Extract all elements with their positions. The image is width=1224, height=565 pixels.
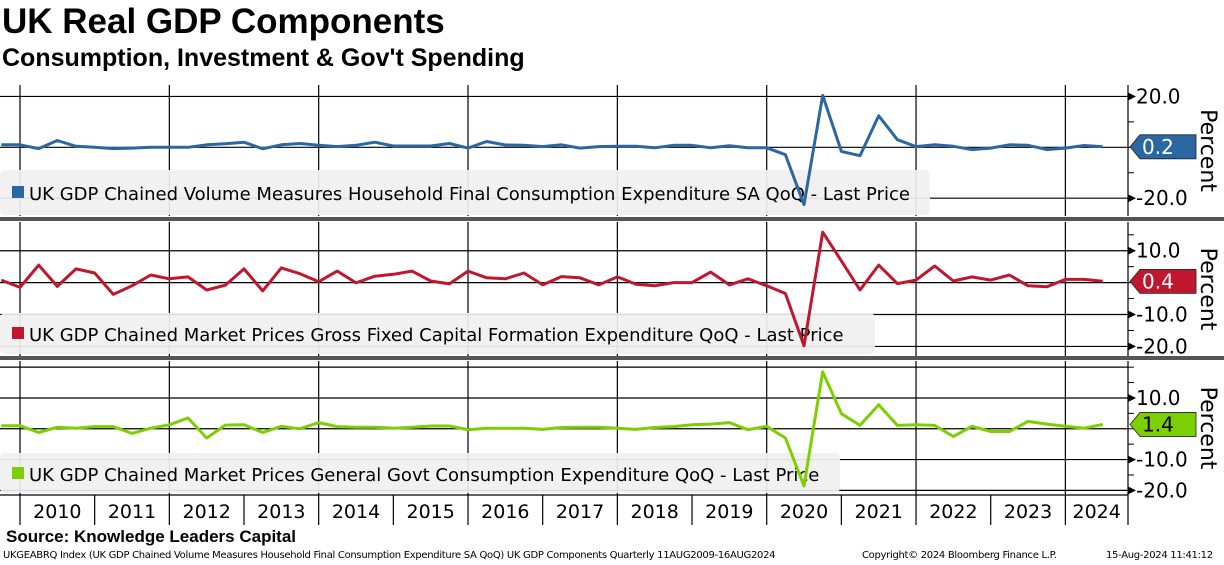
last-value-label: 0.4 bbox=[1142, 269, 1174, 293]
y-tick-label: -10.0 bbox=[1136, 303, 1188, 327]
series-line-2 bbox=[1, 370, 1103, 488]
legend-label: UK GDP Chained Market Prices Gross Fixed… bbox=[29, 325, 844, 346]
x-tick-label: 2011 bbox=[108, 501, 156, 523]
legend-box bbox=[0, 313, 875, 354]
y-axis-title: Percent bbox=[1195, 248, 1220, 331]
y-tick-label: 10.0 bbox=[1136, 386, 1181, 410]
footer-timestamp: 15-Aug-2024 11:41:12 bbox=[1106, 550, 1213, 561]
last-value-tag bbox=[1129, 268, 1197, 294]
tick-arrow-icon bbox=[1128, 455, 1136, 464]
series-line-0 bbox=[1, 93, 1103, 207]
x-tick-label: 2018 bbox=[631, 501, 679, 523]
legend-box bbox=[0, 170, 930, 215]
x-tick-label: 2013 bbox=[257, 501, 305, 523]
chart-title: UK Real GDP Components bbox=[2, 2, 445, 41]
tick-arrow-icon bbox=[1128, 342, 1136, 351]
tick-arrow-icon bbox=[1128, 486, 1136, 495]
legend-label: UK GDP Chained Market Prices General Gov… bbox=[29, 465, 819, 486]
legend-box bbox=[0, 453, 840, 493]
x-tick-label: 2023 bbox=[1004, 501, 1052, 523]
x-tick-label: 2021 bbox=[855, 501, 903, 523]
tick-arrow-icon bbox=[1128, 310, 1136, 319]
panel-separator[interactable] bbox=[0, 356, 1224, 360]
right-axes: 20.0 -20.0 0.2 Percent 10.0 -10.0 -20.0 0.4 Perc… bbox=[1127, 84, 1220, 502]
y-tick-label: -20.0 bbox=[1136, 478, 1188, 502]
y-tick-label: -20.0 bbox=[1136, 334, 1188, 358]
legend-swatch bbox=[12, 467, 24, 479]
last-value-tag bbox=[1129, 412, 1197, 437]
x-tick-label: 2012 bbox=[182, 501, 230, 523]
series-line-1 bbox=[0, 230, 1103, 348]
x-tick-label: 2015 bbox=[407, 501, 455, 523]
last-value-label: 0.2 bbox=[1142, 135, 1174, 159]
source-note: Source: Knowledge Leaders Capital bbox=[6, 527, 297, 546]
tick-arrow-icon bbox=[1128, 194, 1136, 203]
tick-arrow-icon bbox=[1128, 92, 1136, 101]
legend-consumption[interactable]: UK GDP Chained Volume Measures Household… bbox=[0, 170, 930, 215]
footer-description: UKGEABRQ Index (UK GDP Chained Volume Me… bbox=[3, 550, 776, 561]
legend-government[interactable]: UK GDP Chained Market Prices General Gov… bbox=[0, 453, 840, 493]
legend-swatch bbox=[12, 186, 24, 198]
y-tick-label: 20.0 bbox=[1136, 84, 1181, 108]
x-tick-label: 2022 bbox=[929, 501, 977, 523]
y-tick-label: -10.0 bbox=[1136, 448, 1188, 472]
x-tick-label: 2019 bbox=[705, 501, 753, 523]
last-value-label: 1.4 bbox=[1142, 412, 1174, 436]
tick-arrow-icon bbox=[1128, 393, 1136, 402]
y-tick-label: 10.0 bbox=[1136, 239, 1181, 263]
x-tick-label: 2014 bbox=[332, 501, 380, 523]
legends: UK GDP Chained Volume Measures Household… bbox=[0, 170, 930, 493]
x-tick-label: 2024 bbox=[1073, 501, 1121, 523]
x-tick-label: 2010 bbox=[33, 501, 81, 523]
x-tick-label: 2016 bbox=[481, 501, 529, 523]
x-axis: 2010 2011 2012 2013 2014 2015 2016 2017 2018 2019… bbox=[0, 494, 1129, 525]
x-tick-label: 2017 bbox=[556, 501, 604, 523]
last-value-tag bbox=[1129, 134, 1197, 160]
y-tick-label: -20.0 bbox=[1136, 186, 1188, 210]
y-axis-title: Percent bbox=[1195, 387, 1220, 470]
series-lines bbox=[0, 93, 1103, 488]
chart-subtitle: Consumption, Investment & Gov't Spending bbox=[2, 44, 525, 72]
y-axis-title: Percent bbox=[1195, 109, 1220, 192]
tick-arrow-icon bbox=[1128, 246, 1136, 255]
legend-investment[interactable]: UK GDP Chained Market Prices Gross Fixed… bbox=[0, 313, 875, 354]
panel-separator[interactable] bbox=[0, 217, 1224, 221]
legend-swatch bbox=[12, 327, 24, 339]
legend-label: UK GDP Chained Volume Measures Household… bbox=[29, 184, 910, 205]
x-tick-label: 2020 bbox=[780, 501, 828, 523]
footer-copyright: Copyright© 2024 Bloomberg Finance L.P. bbox=[862, 550, 1057, 561]
